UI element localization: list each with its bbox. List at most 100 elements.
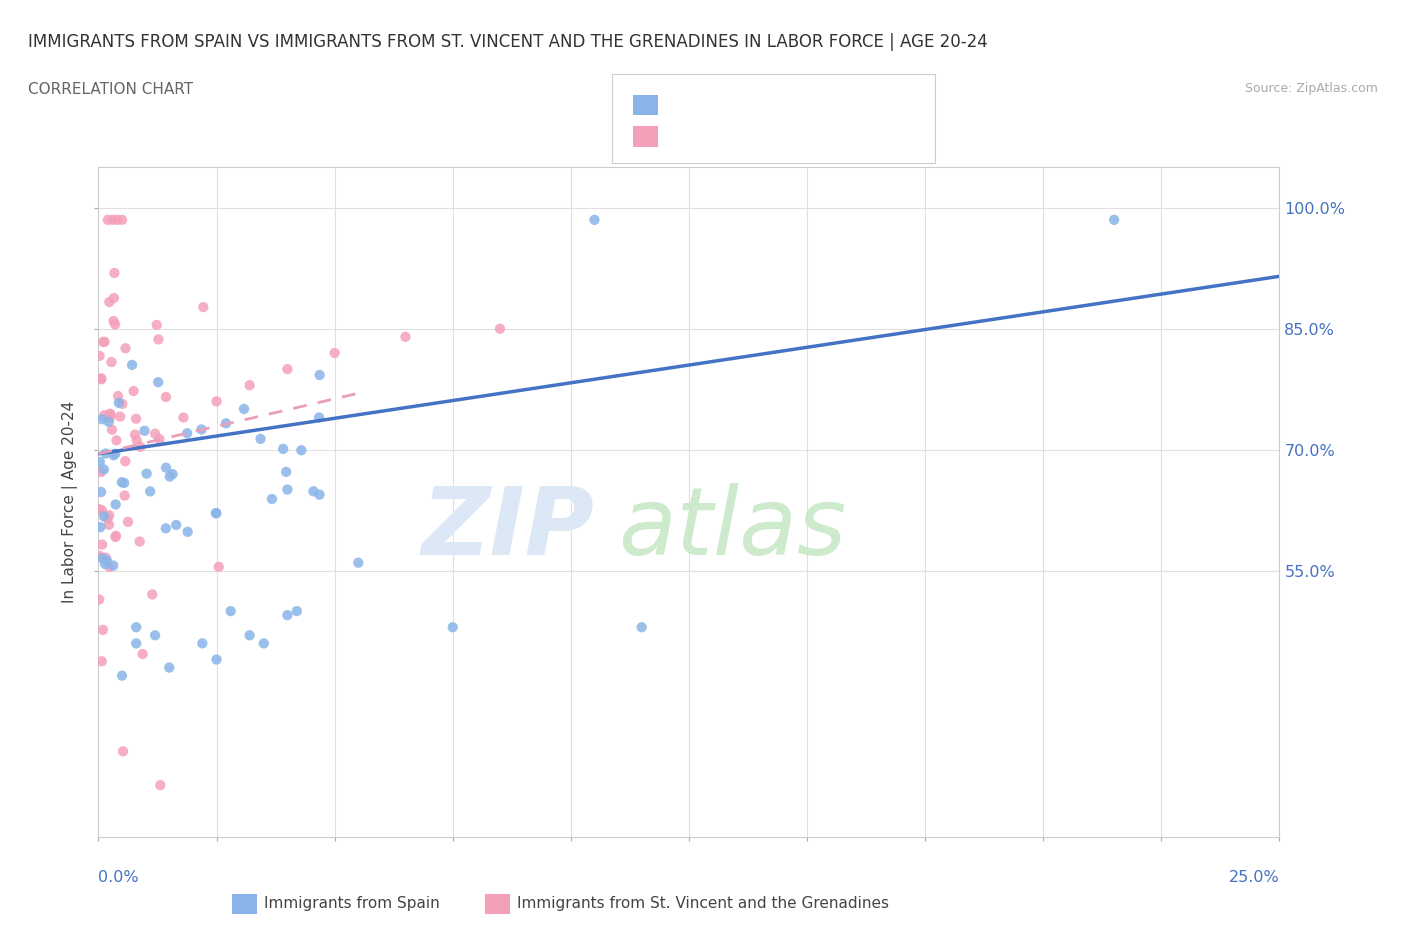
Point [98,410,121,425]
Point [302,484,325,498]
Point [104,446,127,461]
Point [394,329,416,344]
Point [103,290,125,305]
Point [157,660,180,675]
Point [145,317,167,332]
Point [94,557,117,572]
Point [111,212,134,227]
Point [176,426,198,441]
Point [90,371,112,386]
Point [308,410,330,425]
Point [114,454,136,469]
Point [98,559,121,574]
Point [112,475,135,490]
Point [114,341,136,356]
Point [219,604,242,618]
Point [205,506,228,521]
Point [489,321,512,336]
Point [98,508,121,523]
Point [104,529,127,544]
Point [249,432,271,446]
Point [89,349,111,364]
Point [91,551,114,565]
Point [97,212,120,227]
Point [159,469,181,484]
Point [308,487,330,502]
Point [103,448,125,463]
Point [93,335,115,350]
Point [104,317,127,332]
Point [191,636,214,651]
Point [91,412,114,427]
Point [125,636,148,651]
Point [125,432,148,447]
Point [276,482,298,497]
Point [583,212,606,227]
Point [148,332,170,347]
Point [91,622,114,637]
Point [176,525,198,539]
Point [125,411,148,426]
Point [91,538,114,552]
Point [630,619,652,634]
Text: atlas: atlas [619,484,846,575]
Point [239,628,262,643]
Point [139,484,162,498]
Text: R = 0.104   N = 72: R = 0.104 N = 72 [666,127,837,146]
Point [162,467,184,482]
Point [103,266,125,281]
Point [441,619,464,634]
Text: 0.0%: 0.0% [98,870,139,884]
Point [141,587,163,602]
Point [114,488,136,503]
Point [155,390,177,405]
Point [98,406,121,421]
Point [148,432,170,446]
Point [89,592,111,607]
Point [98,517,121,532]
Point [125,619,148,634]
Point [101,212,124,227]
Point [97,511,120,525]
Point [101,926,124,930]
Point [323,346,346,361]
Point [90,503,112,518]
Text: R = 0.144   N = 62: R = 0.144 N = 62 [666,96,837,114]
Point [276,607,298,622]
Text: Immigrants from St. Vincent and the Grenadines: Immigrants from St. Vincent and the Gren… [517,897,890,911]
Point [215,416,238,431]
Point [100,406,122,421]
Point [124,427,146,442]
Text: Immigrants from Spain: Immigrants from Spain [264,897,440,911]
Point [276,362,298,377]
Point [121,357,143,372]
Point [103,558,125,573]
Point [208,559,231,574]
Point [271,442,294,457]
Point [108,395,131,410]
Y-axis label: In Labor Force | Age 20-24: In Labor Force | Age 20-24 [62,401,79,604]
Point [90,485,112,499]
Point [93,408,115,423]
Point [108,409,131,424]
Text: Source: ZipAtlas.com: Source: ZipAtlas.com [1244,82,1378,95]
Point [103,313,125,328]
Point [308,367,330,382]
Point [347,555,370,570]
Point [205,506,228,521]
Point [104,497,127,512]
Point [90,372,112,387]
Point [93,509,115,524]
Point [149,777,172,792]
Point [89,502,111,517]
Point [128,534,150,549]
Text: IMMIGRANTS FROM SPAIN VS IMMIGRANTS FROM ST. VINCENT AND THE GRENADINES IN LABOR: IMMIGRANTS FROM SPAIN VS IMMIGRANTS FROM… [28,33,988,50]
Point [148,375,170,390]
Text: 25.0%: 25.0% [1229,870,1279,884]
Point [90,654,112,669]
Point [107,389,129,404]
Point [105,432,128,447]
Point [91,335,114,350]
Point [172,410,194,425]
Point [112,744,135,759]
